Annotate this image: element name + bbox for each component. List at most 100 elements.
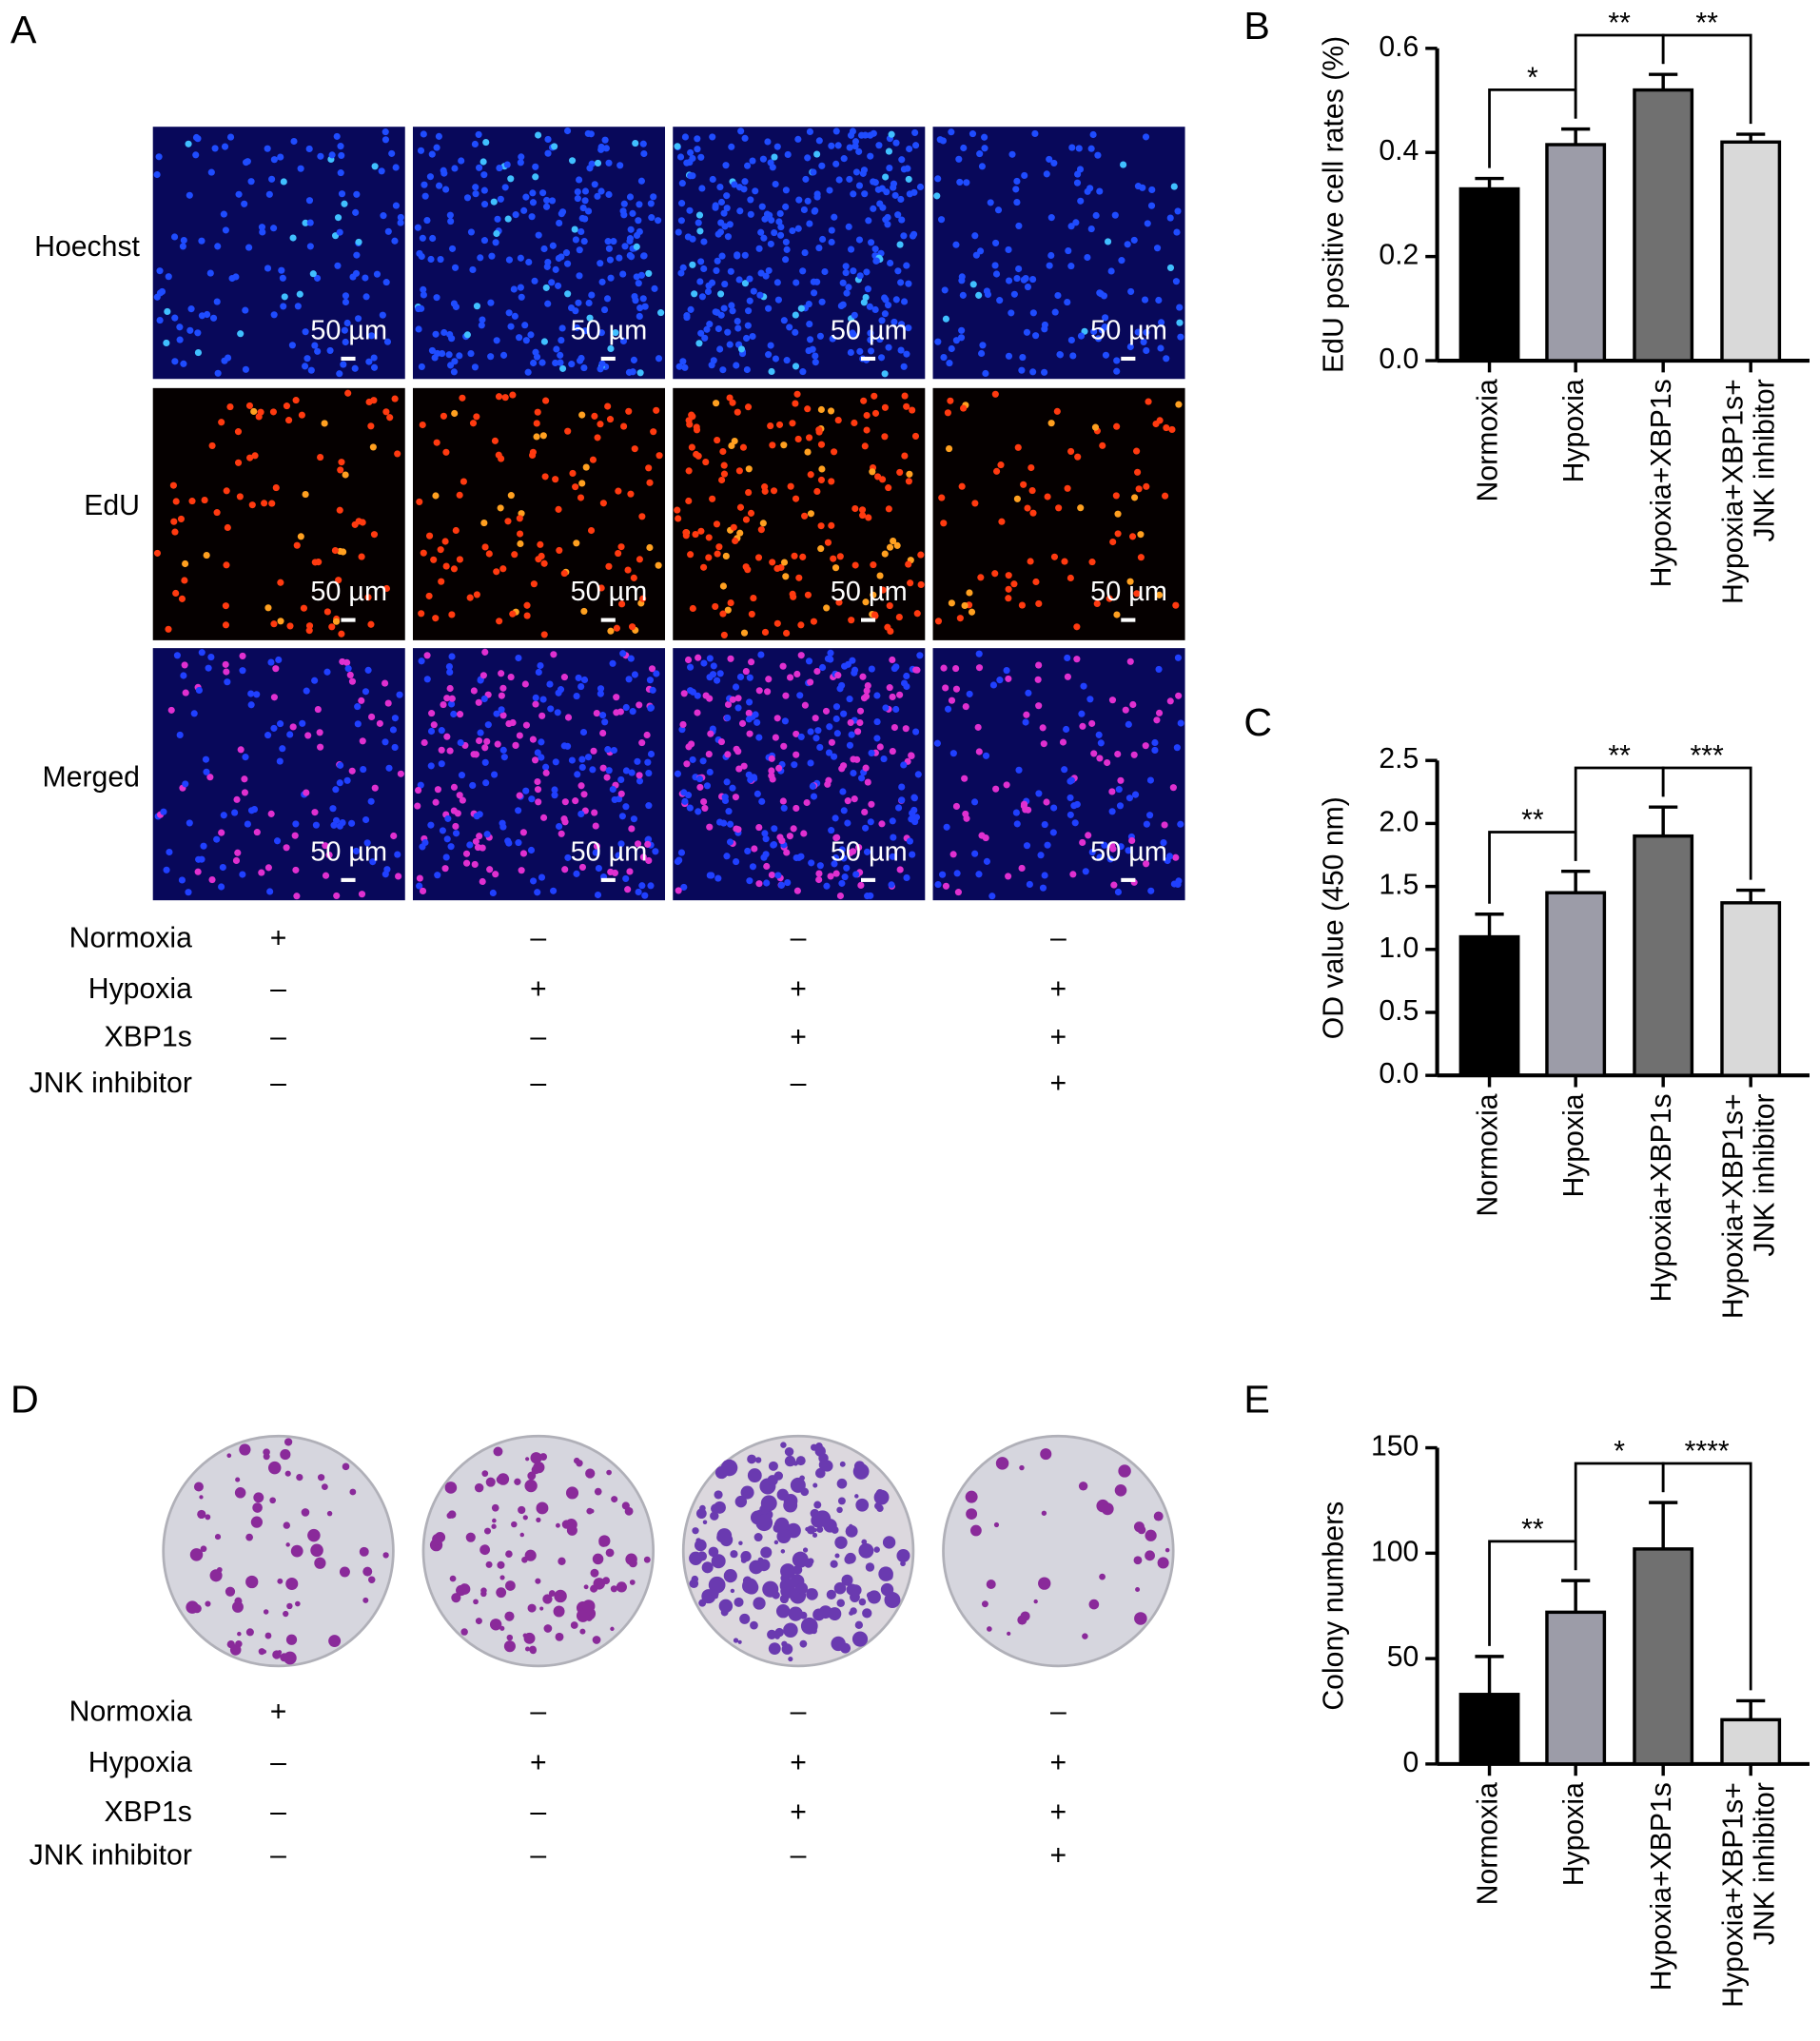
nucleus bbox=[220, 812, 227, 819]
nucleus bbox=[186, 326, 194, 334]
nucleus bbox=[855, 844, 863, 852]
nucleus bbox=[451, 165, 459, 172]
colony bbox=[496, 1587, 507, 1599]
nucleus bbox=[497, 195, 504, 203]
nucleus bbox=[622, 803, 630, 811]
nucleus bbox=[992, 270, 1001, 278]
nucleus bbox=[977, 574, 985, 581]
nucleus bbox=[940, 353, 948, 362]
nucleus bbox=[1087, 226, 1095, 233]
nucleus bbox=[1029, 309, 1037, 317]
nucleus bbox=[683, 159, 691, 167]
nucleus bbox=[836, 685, 844, 693]
colony bbox=[321, 1483, 328, 1491]
nucleus bbox=[1012, 809, 1020, 816]
nucleus bbox=[638, 513, 646, 520]
nucleus bbox=[305, 197, 314, 205]
nucleus bbox=[548, 279, 556, 286]
colony bbox=[307, 1528, 321, 1542]
nucleus bbox=[479, 158, 487, 166]
nucleus bbox=[247, 701, 255, 709]
nucleus bbox=[909, 814, 916, 822]
nucleus bbox=[801, 512, 809, 520]
nucleus bbox=[397, 213, 404, 222]
y-tick-label: 1.5 bbox=[1379, 870, 1419, 901]
nucleus bbox=[792, 400, 799, 407]
nucleus bbox=[557, 351, 564, 359]
colony bbox=[738, 1541, 743, 1546]
colony bbox=[290, 1544, 303, 1558]
nucleus bbox=[348, 767, 356, 775]
nucleus bbox=[779, 797, 787, 805]
bar bbox=[1720, 1717, 1782, 1766]
scale-bar-label: 50 µm bbox=[831, 577, 908, 607]
colony bbox=[616, 1581, 627, 1593]
scale-bar-label: 50 µm bbox=[1090, 836, 1167, 867]
nucleus bbox=[709, 495, 716, 502]
nucleus bbox=[629, 209, 636, 217]
nucleus bbox=[867, 347, 875, 355]
nucleus bbox=[764, 138, 772, 146]
nucleus bbox=[421, 192, 429, 200]
colony bbox=[1019, 1464, 1025, 1471]
colony bbox=[813, 1501, 822, 1509]
nucleus bbox=[636, 772, 643, 779]
condition-mark: + bbox=[790, 1796, 807, 1828]
colony bbox=[807, 1588, 814, 1596]
condition-mark: + bbox=[1050, 973, 1067, 1005]
nucleus bbox=[616, 254, 623, 262]
nucleus bbox=[578, 863, 587, 871]
nucleus bbox=[615, 487, 622, 495]
nucleus bbox=[773, 715, 781, 722]
nucleus bbox=[897, 279, 905, 286]
colony bbox=[1137, 1525, 1146, 1535]
nucleus bbox=[975, 871, 983, 878]
nucleus bbox=[370, 397, 378, 404]
nucleus bbox=[598, 278, 606, 285]
nucleus bbox=[815, 245, 823, 252]
nucleus bbox=[542, 203, 551, 210]
nucleus bbox=[1064, 299, 1071, 306]
nucleus bbox=[433, 439, 440, 446]
nucleus bbox=[849, 329, 856, 337]
colony bbox=[851, 1631, 869, 1647]
nucleus bbox=[810, 793, 818, 800]
nucleus bbox=[619, 207, 627, 215]
nucleus bbox=[415, 787, 422, 795]
nucleus bbox=[529, 189, 537, 197]
nucleus bbox=[952, 802, 961, 811]
nucleus bbox=[1114, 530, 1122, 538]
x-tick-label: Hypoxia+XBP1s bbox=[1646, 1093, 1677, 1302]
nucleus bbox=[782, 186, 790, 194]
nucleus bbox=[1173, 228, 1181, 236]
nucleus bbox=[828, 738, 835, 746]
nucleus bbox=[541, 473, 549, 481]
nucleus bbox=[620, 200, 628, 207]
nucleus bbox=[1135, 485, 1143, 493]
colony bbox=[768, 1642, 781, 1656]
nucleus bbox=[419, 234, 426, 242]
nucleus bbox=[558, 336, 565, 344]
nucleus bbox=[1131, 494, 1139, 501]
nucleus bbox=[889, 853, 896, 860]
nucleus bbox=[507, 323, 515, 330]
nucleus bbox=[840, 155, 848, 163]
nucleus bbox=[850, 848, 857, 855]
nucleus bbox=[441, 538, 449, 545]
condition-label: Normoxia bbox=[69, 922, 192, 953]
nucleus bbox=[414, 224, 421, 231]
nucleus bbox=[622, 767, 630, 775]
nucleus bbox=[767, 240, 774, 247]
nucleus bbox=[1063, 725, 1070, 734]
colony bbox=[499, 1575, 505, 1580]
nucleus bbox=[466, 594, 474, 601]
nucleus bbox=[529, 736, 537, 743]
nucleus bbox=[1046, 155, 1053, 163]
nucleus bbox=[978, 349, 986, 358]
nucleus bbox=[645, 802, 653, 810]
nucleus bbox=[727, 267, 734, 275]
nucleus bbox=[270, 311, 278, 319]
nucleus bbox=[850, 190, 857, 198]
nucleus bbox=[890, 537, 897, 545]
micrograph: 50 µm bbox=[152, 387, 405, 640]
